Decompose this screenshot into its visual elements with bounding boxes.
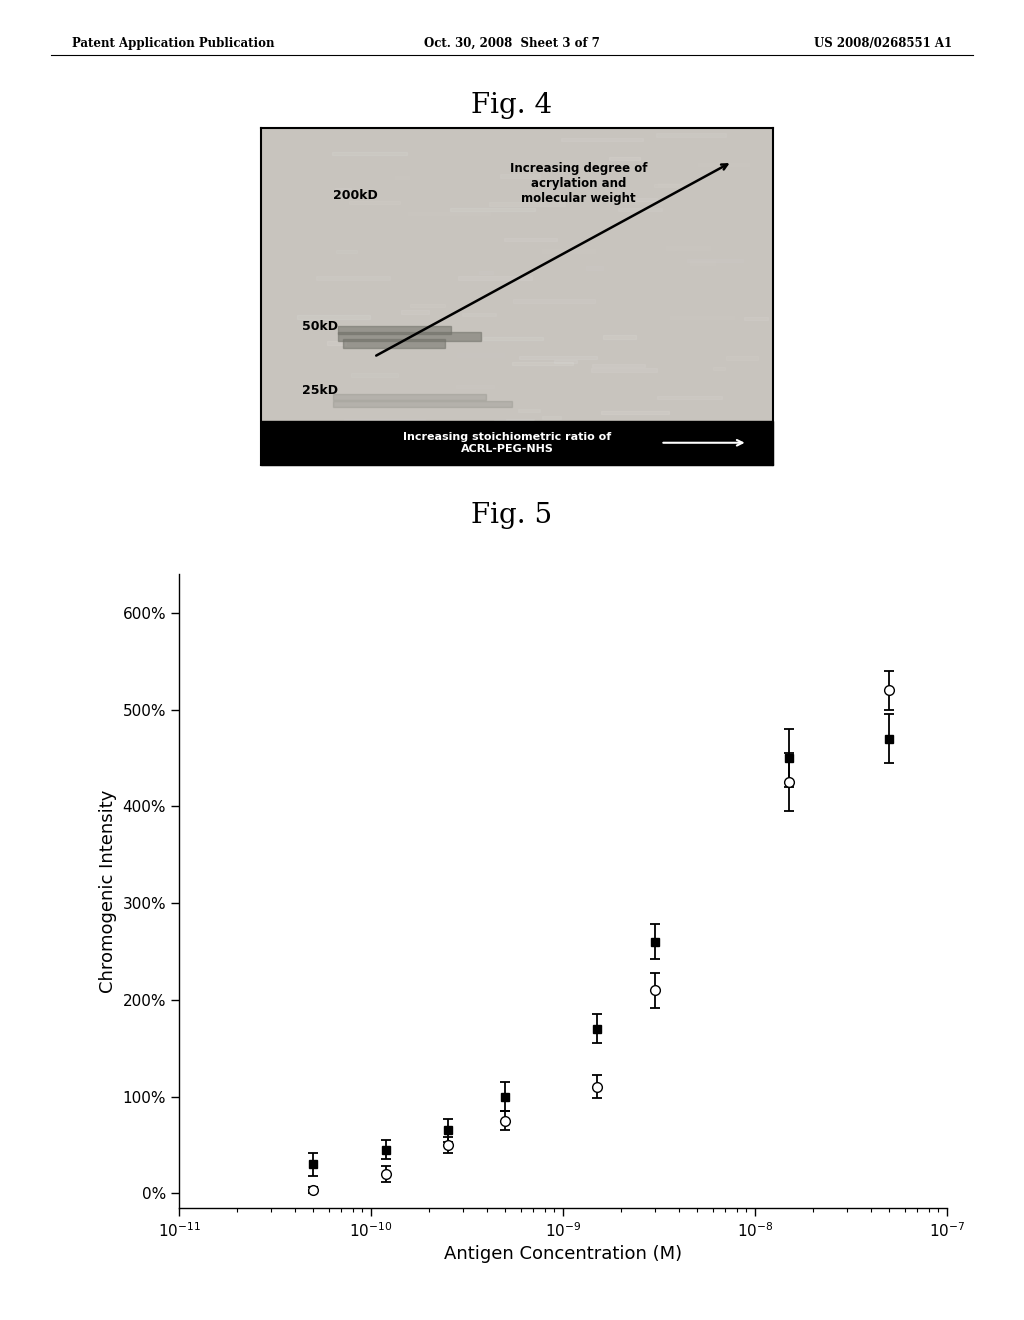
Bar bbox=[549, 309, 569, 312]
Bar bbox=[517, 409, 540, 412]
Bar bbox=[408, 211, 489, 215]
Bar bbox=[592, 203, 631, 206]
Bar bbox=[667, 413, 700, 417]
Bar bbox=[316, 276, 390, 280]
Bar bbox=[591, 368, 656, 372]
Bar bbox=[446, 268, 502, 271]
Bar bbox=[744, 317, 768, 319]
Text: Oct. 30, 2008  Sheet 3 of 7: Oct. 30, 2008 Sheet 3 of 7 bbox=[424, 37, 600, 50]
Bar bbox=[736, 432, 768, 434]
Bar bbox=[734, 201, 768, 205]
Bar bbox=[392, 458, 413, 462]
Bar bbox=[519, 356, 597, 359]
Bar bbox=[513, 300, 595, 302]
Text: Fig. 4: Fig. 4 bbox=[471, 92, 553, 119]
Bar bbox=[542, 416, 560, 420]
Bar bbox=[726, 356, 759, 359]
Bar bbox=[349, 201, 400, 205]
Bar bbox=[474, 239, 547, 243]
Bar bbox=[520, 422, 584, 425]
Bar bbox=[410, 304, 445, 308]
Bar bbox=[593, 198, 657, 202]
Bar bbox=[666, 247, 710, 249]
Bar bbox=[586, 267, 603, 269]
Bar bbox=[344, 418, 425, 422]
Bar bbox=[261, 421, 773, 465]
Bar bbox=[297, 424, 311, 428]
Text: 25kD: 25kD bbox=[302, 384, 338, 397]
Bar bbox=[601, 411, 669, 414]
X-axis label: Antigen Concentration (M): Antigen Concentration (M) bbox=[444, 1245, 682, 1263]
Bar bbox=[333, 393, 486, 400]
Bar bbox=[351, 374, 398, 376]
Bar bbox=[690, 261, 715, 264]
Bar bbox=[488, 202, 565, 206]
Bar bbox=[334, 286, 408, 290]
Bar bbox=[557, 428, 581, 432]
Bar bbox=[670, 421, 691, 425]
Text: Increasing stoichiometric ratio of
ACRL-PEG-NHS: Increasing stoichiometric ratio of ACRL-… bbox=[402, 432, 611, 454]
Bar bbox=[654, 183, 682, 187]
Bar bbox=[603, 335, 636, 339]
Bar bbox=[451, 207, 535, 211]
Bar bbox=[512, 362, 573, 366]
Bar bbox=[336, 249, 356, 253]
Bar bbox=[506, 420, 534, 422]
Bar bbox=[462, 313, 496, 317]
Bar bbox=[458, 276, 531, 280]
Bar bbox=[657, 182, 697, 186]
Bar bbox=[686, 259, 743, 263]
Bar bbox=[343, 339, 445, 347]
Text: Increasing degree of
acrylation and
molecular weight: Increasing degree of acrylation and mole… bbox=[510, 161, 647, 205]
Text: Fig. 5: Fig. 5 bbox=[471, 502, 553, 528]
Bar bbox=[333, 152, 408, 154]
Text: Patent Application Publication: Patent Application Publication bbox=[72, 37, 274, 50]
Bar bbox=[671, 315, 734, 319]
Bar bbox=[456, 384, 495, 388]
Bar bbox=[478, 271, 493, 275]
Bar bbox=[335, 187, 350, 191]
Bar bbox=[718, 376, 741, 380]
Bar bbox=[488, 453, 515, 455]
Bar bbox=[702, 430, 748, 434]
Bar bbox=[609, 157, 640, 161]
Text: 50kD: 50kD bbox=[302, 321, 338, 333]
Bar bbox=[401, 310, 429, 314]
Bar bbox=[458, 354, 504, 356]
Bar bbox=[495, 420, 532, 424]
Bar bbox=[542, 249, 595, 252]
Bar bbox=[713, 367, 725, 370]
Bar bbox=[351, 234, 377, 236]
Bar bbox=[657, 396, 723, 399]
Text: 200kD: 200kD bbox=[333, 189, 378, 202]
Bar bbox=[327, 341, 346, 345]
Bar bbox=[509, 140, 580, 144]
Y-axis label: Chromogenic Intensity: Chromogenic Intensity bbox=[99, 789, 117, 993]
Bar bbox=[656, 133, 726, 136]
Bar bbox=[483, 337, 544, 341]
Bar bbox=[362, 153, 395, 156]
Bar bbox=[371, 449, 398, 451]
Bar bbox=[338, 333, 481, 341]
Bar bbox=[377, 201, 423, 205]
Bar bbox=[504, 238, 557, 242]
Bar bbox=[514, 449, 550, 453]
Bar bbox=[297, 315, 371, 318]
Bar bbox=[561, 137, 643, 141]
Bar bbox=[698, 164, 749, 166]
Bar bbox=[500, 174, 540, 178]
Bar bbox=[617, 201, 662, 205]
Bar bbox=[709, 426, 736, 430]
Bar bbox=[592, 364, 645, 367]
Bar bbox=[559, 445, 622, 449]
Bar bbox=[554, 360, 578, 363]
Bar bbox=[618, 207, 662, 211]
Bar bbox=[338, 326, 451, 334]
Bar bbox=[333, 401, 512, 407]
Bar bbox=[648, 306, 659, 309]
Bar bbox=[394, 176, 410, 180]
Bar bbox=[329, 455, 394, 458]
Text: US 2008/0268551 A1: US 2008/0268551 A1 bbox=[814, 37, 952, 50]
